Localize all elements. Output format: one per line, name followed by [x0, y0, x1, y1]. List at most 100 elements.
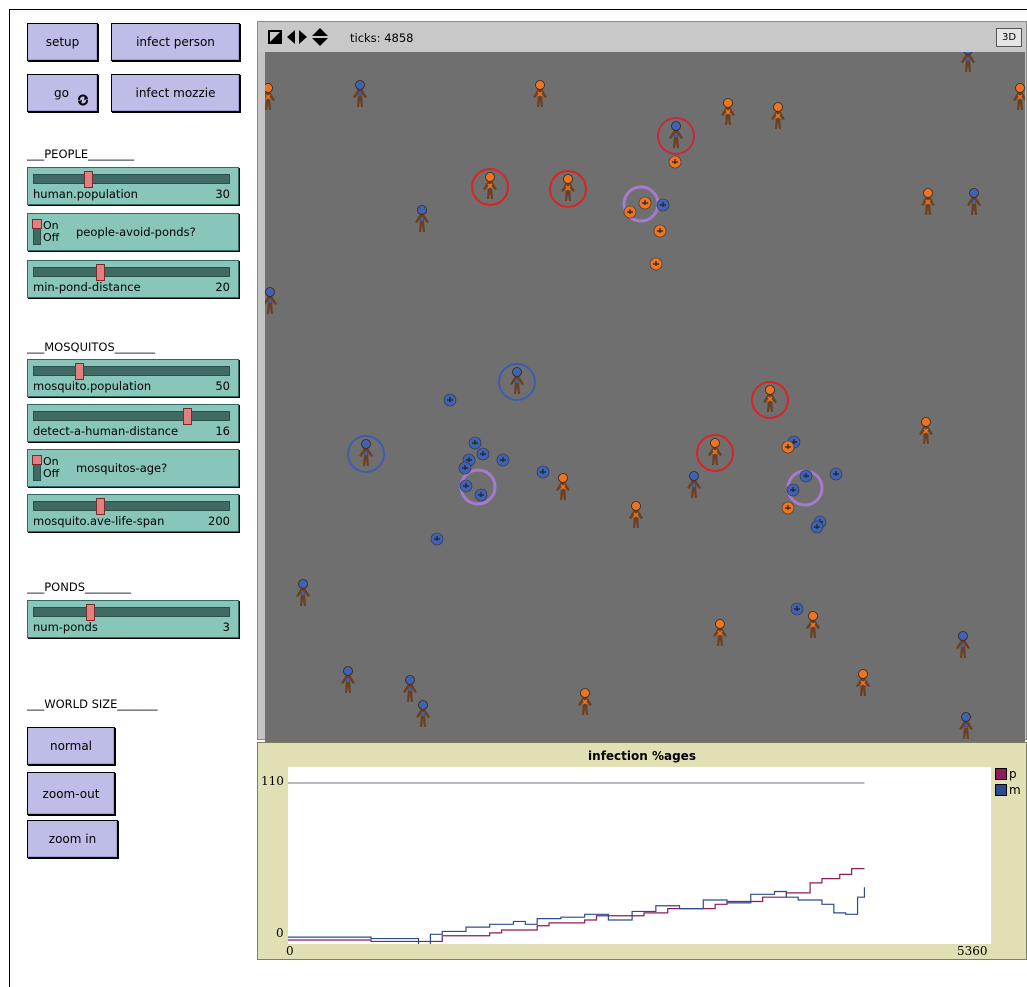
healthy-person — [353, 80, 367, 107]
switch-toggle[interactable] — [32, 455, 42, 481]
slider-track[interactable] — [33, 366, 230, 376]
healthy-person — [498, 363, 536, 401]
switch-label: mosquitos-age? — [76, 461, 168, 475]
normal-button[interactable]: normal — [27, 727, 115, 765]
world-svg — [265, 52, 1025, 739]
infected-person — [713, 619, 727, 646]
ponds-section-label: ___PONDS________ — [27, 580, 131, 594]
orientation-icon[interactable] — [268, 30, 282, 44]
infected-mosquito — [649, 257, 663, 271]
healthy-person — [296, 579, 310, 606]
slider-knob[interactable] — [74, 363, 84, 380]
healthy-mosquito — [496, 453, 510, 467]
healthy-person — [403, 675, 417, 702]
world-size-section-label: ___WORLD SIZE_______ — [27, 697, 158, 711]
3d-view-button[interactable]: 3D — [996, 28, 1022, 47]
healthy-mosquito — [790, 602, 804, 616]
infected-person — [919, 417, 933, 444]
infected-person — [771, 102, 785, 129]
slider-track[interactable] — [33, 267, 230, 277]
infected-mosquito — [623, 205, 637, 219]
infected-person — [578, 688, 592, 715]
vertical-arrows-icon[interactable] — [312, 28, 328, 46]
slider-knob[interactable] — [95, 498, 105, 515]
y-max-label: 110 — [261, 774, 284, 788]
healthy-person — [959, 712, 973, 739]
infect-person-button[interactable]: infect person — [111, 23, 240, 61]
people-avoid-ponds-switch[interactable]: On Off people-avoid-ponds? — [27, 213, 239, 251]
mosquitos-section-label: ___MOSQUITOS_______ — [27, 340, 156, 354]
horizontal-arrows-icon[interactable] — [287, 30, 307, 44]
slider-knob[interactable] — [86, 604, 96, 621]
slider-track[interactable] — [33, 501, 230, 511]
slider-knob[interactable] — [183, 408, 193, 425]
slider-value: 200 — [208, 514, 230, 528]
infected-person — [696, 434, 734, 472]
human-population-slider[interactable]: human.population 30 — [27, 167, 239, 205]
forever-icon — [78, 94, 88, 106]
healthy-mosquito — [536, 465, 550, 479]
healthy-mosquito — [799, 469, 813, 483]
healthy-person — [347, 435, 385, 473]
legend-swatch-m — [995, 784, 1007, 796]
go-button[interactable]: go — [27, 74, 98, 112]
series-line-p — [288, 868, 865, 943]
legend-label-m: m — [1009, 783, 1021, 797]
slider-knob[interactable] — [84, 171, 94, 188]
infect-mozzie-button[interactable]: infect mozzie — [111, 74, 240, 112]
mosquito-ave-life-span-slider[interactable]: mosquito.ave-life-span 200 — [27, 494, 239, 532]
switch-knob[interactable] — [32, 219, 42, 229]
healthy-mosquito — [656, 198, 670, 212]
infected-person — [471, 168, 509, 206]
zoom-out-button[interactable]: zoom-out — [27, 772, 115, 815]
infection-plot: infection %ages 110 0 0 5360 p m — [257, 742, 1027, 960]
healthy-person — [265, 287, 277, 314]
infected-person — [751, 381, 789, 419]
healthy-mosquito — [468, 436, 482, 450]
healthy-person — [687, 471, 701, 498]
ticks-counter: ticks: 4858 — [350, 31, 414, 45]
detect-a-human-distance-slider[interactable]: detect-a-human-distance 16 — [27, 404, 239, 442]
x-min-label: 0 — [286, 944, 294, 958]
switch-toggle[interactable] — [32, 219, 42, 245]
min-pond-distance-slider[interactable]: min-pond-distance 20 — [27, 260, 239, 298]
healthy-person — [341, 666, 355, 693]
infected-person — [265, 83, 275, 110]
healthy-mosquito — [810, 520, 824, 534]
mosquitos-age-switch[interactable]: On Off mosquitos-age? — [27, 449, 239, 487]
healthy-mosquito — [430, 532, 444, 546]
mosquito-population-slider[interactable]: mosquito.population 50 — [27, 359, 239, 397]
legend-label-p: p — [1009, 767, 1017, 781]
healthy-person — [416, 700, 430, 727]
slider-label: human.population — [33, 187, 138, 201]
slider-value: 20 — [215, 280, 230, 294]
infected-person — [856, 669, 870, 696]
slider-track[interactable] — [33, 411, 230, 421]
slider-track[interactable] — [33, 174, 230, 184]
switch-on-label: On — [43, 219, 59, 232]
infected-mosquito — [781, 440, 795, 454]
healthy-mosquito — [829, 467, 843, 481]
slider-track[interactable] — [33, 607, 230, 617]
slider-label: num-ponds — [33, 620, 98, 634]
switch-on-label: On — [43, 455, 59, 468]
switch-knob[interactable] — [32, 455, 42, 465]
legend-swatch-p — [995, 768, 1007, 780]
slider-label: mosquito.population — [33, 379, 152, 393]
series-line-m — [288, 887, 866, 947]
world-canvas[interactable] — [265, 52, 1025, 756]
view-toolbar: ticks: 4858 3D — [258, 22, 1026, 52]
zoom-in-button[interactable]: zoom in — [27, 820, 118, 858]
healthy-person — [956, 631, 970, 658]
num-ponds-slider[interactable]: num-ponds 3 — [27, 600, 239, 638]
slider-knob[interactable] — [95, 264, 105, 281]
setup-button[interactable]: setup — [27, 23, 98, 61]
infected-mosquito — [653, 224, 667, 238]
infected-mosquito — [781, 501, 795, 515]
slider-label: mosquito.ave-life-span — [33, 514, 165, 528]
plot-title: infection %ages — [588, 749, 696, 763]
healthy-mosquito — [443, 393, 457, 407]
plot-area — [288, 767, 991, 947]
slider-value: 50 — [215, 379, 230, 393]
infected-person — [533, 80, 547, 107]
